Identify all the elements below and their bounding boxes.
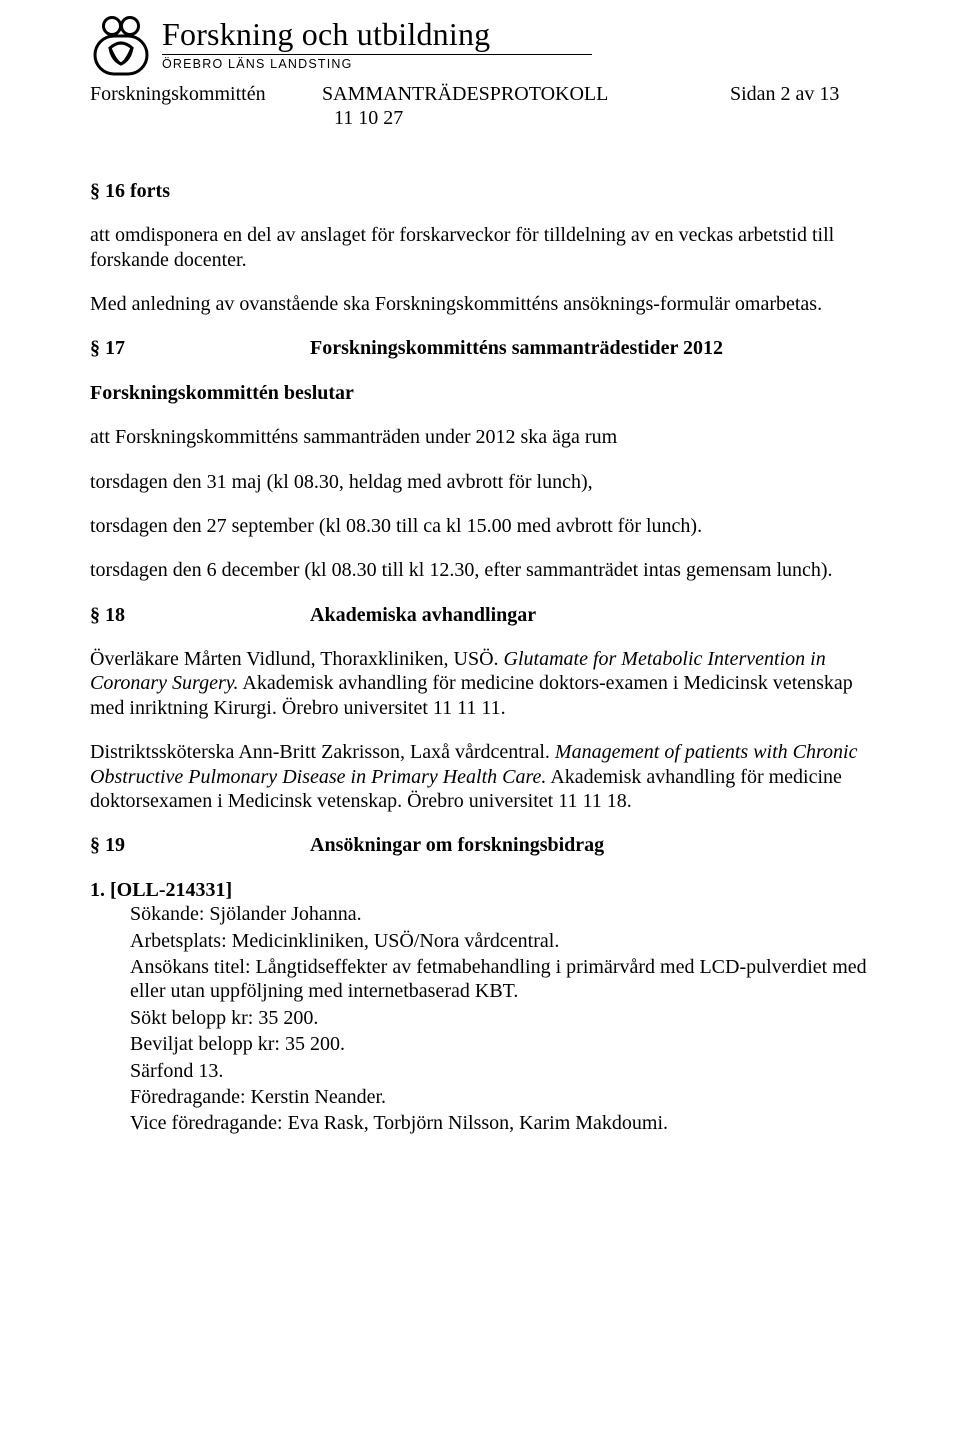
section-16-heading: § 16 forts <box>90 179 870 203</box>
section-17-p3: torsdagen den 27 september (kl 08.30 til… <box>90 514 870 538</box>
header-page-number: Sidan 2 av 13 <box>730 82 870 131</box>
document-page: Forskning och utbildning ÖREBRO LÄNS LAN… <box>0 0 960 1456</box>
section-17-decides: Forskningskommittén beslutar <box>90 381 870 405</box>
app1-l1: Sökande: Sjölander Johanna. <box>130 902 870 926</box>
application-1: 1. [OLL-214331] Sökande: Sjölander Johan… <box>90 878 870 1136</box>
header-doc-type: SAMMANTRÄDESPROTOKOLL <box>322 83 608 105</box>
section-18-p1: Överläkare Mårten Vidlund, Thoraxklinike… <box>90 647 870 720</box>
section-19-num: § 19 <box>90 833 310 857</box>
app1-l5: Beviljat belopp kr: 35 200. <box>130 1032 870 1056</box>
section-17-num: § 17 <box>90 336 310 360</box>
app1-l4: Sökt belopp kr: 35 200. <box>130 1006 870 1030</box>
app1-l8: Vice föredragande: Eva Rask, Torbjörn Ni… <box>130 1111 870 1135</box>
header-date: 11 10 27 <box>322 106 730 130</box>
logo-divider <box>162 54 592 55</box>
section-18-title: Akademiska avhandlingar <box>310 603 870 627</box>
section-17-p4: torsdagen den 6 december (kl 08.30 till … <box>90 558 870 582</box>
section-17-title: Forskningskommitténs sammanträdestider 2… <box>310 336 870 360</box>
section-19-header: § 19 Ansökningar om forskningsbidrag <box>90 833 870 857</box>
application-1-lines: Sökande: Sjölander Johanna. Arbetsplats:… <box>90 902 870 1136</box>
section-16-p2: Med anledning av ovanstående ska Forskni… <box>90 292 870 316</box>
logo-block: Forskning och utbildning ÖREBRO LÄNS LAN… <box>90 14 870 76</box>
header-row: Forskningskommittén SAMMANTRÄDESPROTOKOL… <box>90 82 870 131</box>
section-18-p2: Distriktssköterska Ann-Britt Zakrisson, … <box>90 740 870 813</box>
section-18-p1-a: Överläkare Mårten Vidlund, Thoraxklinike… <box>90 648 504 670</box>
section-17-p1: att Forskningskommitténs sammanträden un… <box>90 425 870 449</box>
logo-icon <box>90 14 152 76</box>
section-18-p2-a: Distriktssköterska Ann-Britt Zakrisson, … <box>90 741 555 763</box>
logo-text: Forskning och utbildning ÖREBRO LÄNS LAN… <box>162 18 592 72</box>
section-16-p1: att omdisponera en del av anslaget för f… <box>90 223 870 272</box>
header-committee: Forskningskommittén <box>90 82 310 131</box>
section-18-header: § 18 Akademiska avhandlingar <box>90 603 870 627</box>
section-17-header: § 17 Forskningskommitténs sammanträdesti… <box>90 336 870 360</box>
logo-subtitle: ÖREBRO LÄNS LANDSTING <box>162 57 592 72</box>
logo-title: Forskning och utbildning <box>162 18 592 52</box>
app1-l7: Föredragande: Kerstin Neander. <box>130 1085 870 1109</box>
application-1-head: 1. [OLL-214331] <box>90 878 870 902</box>
section-19-title: Ansökningar om forskningsbidrag <box>310 833 870 857</box>
app1-l6: Särfond 13. <box>130 1059 870 1083</box>
app1-l3: Ansökans titel: Långtidseffekter av fetm… <box>130 955 870 1004</box>
app1-l2: Arbetsplats: Medicinkliniken, USÖ/Nora v… <box>130 929 870 953</box>
section-17-p2: torsdagen den 31 maj (kl 08.30, heldag m… <box>90 470 870 494</box>
section-18-num: § 18 <box>90 603 310 627</box>
